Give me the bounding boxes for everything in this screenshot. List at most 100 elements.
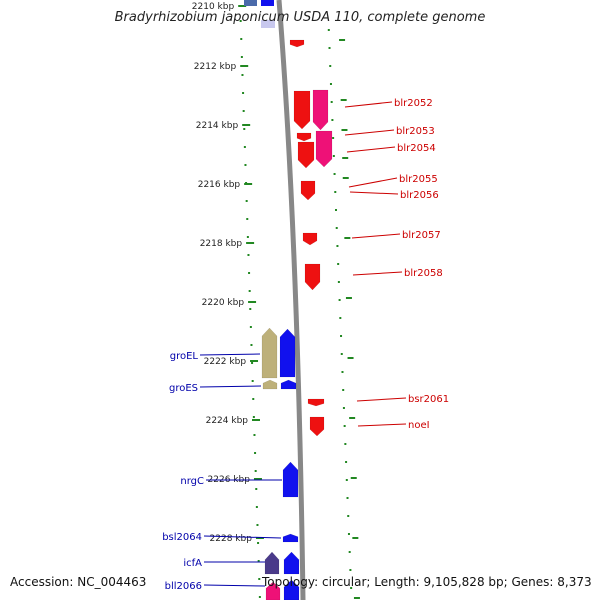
reverse-gene-label[interactable]: groES <box>169 383 198 394</box>
tick-label: 2224 kbp <box>206 416 249 426</box>
forward-gene-label[interactable]: noeI <box>408 420 430 431</box>
forward-gene-arrow[interactable] <box>293 90 311 130</box>
label-leader <box>348 177 398 188</box>
label-leader <box>344 101 393 108</box>
ruler-dot <box>350 587 353 589</box>
reverse-gene-arrow[interactable] <box>283 551 300 575</box>
ruler-dot <box>252 416 255 418</box>
ruler-dot <box>254 452 257 454</box>
reverse-gene-label[interactable]: groEL <box>170 351 199 362</box>
ruler-dot <box>345 461 348 463</box>
ruler-dot <box>348 551 351 553</box>
reverse-gene-label[interactable]: icfA <box>183 558 202 569</box>
ruler-dot <box>344 443 347 445</box>
forward-gene-arrow[interactable] <box>300 180 316 201</box>
ruler-dot <box>342 389 345 391</box>
forward-gene-label[interactable]: blr2057 <box>402 230 441 241</box>
forward-gene-label[interactable]: blr2055 <box>399 174 438 185</box>
tick-marks: 2210 kbp 2212 kbp 2214 kbp 2216 kbp 2218 kbp… <box>192 2 360 599</box>
ruler-dot <box>247 254 250 256</box>
reverse-gene-label[interactable]: bll2066 <box>165 581 202 592</box>
ruler-dot <box>342 407 345 409</box>
forward-gene-label[interactable]: blr2054 <box>397 143 436 154</box>
forward-gene-arrow[interactable] <box>297 141 315 169</box>
forward-gene-arrow[interactable] <box>309 416 325 437</box>
label-leader <box>199 385 262 388</box>
ruler-dot <box>347 515 350 517</box>
partial-gene <box>261 0 274 6</box>
ruler-dot <box>244 164 247 166</box>
ruler-dot <box>334 191 337 193</box>
forward-gene-arrow[interactable] <box>302 232 318 246</box>
tick-label: 2214 kbp <box>196 121 239 131</box>
reverse-gene-arrow[interactable] <box>264 551 280 575</box>
tick-label: 2212 kbp <box>194 62 237 72</box>
label-leader <box>352 271 403 276</box>
map-title: Bradyrhizobium japonicum USDA 110, compl… <box>114 10 486 25</box>
tick-label: 2222 kbp <box>204 357 247 367</box>
ruler-dot <box>329 65 332 67</box>
summary-text: Topology: circular; Length: 9,105,828 bp… <box>262 575 592 589</box>
accession-text: Accession: NC_004463 <box>10 575 147 589</box>
ruler-dot <box>246 218 249 220</box>
reverse-gene-arrow[interactable] <box>282 461 299 498</box>
label-leader <box>346 146 396 153</box>
ruler-dot <box>253 434 256 436</box>
ruler-dot <box>239 20 242 22</box>
forward-gene-arrow[interactable] <box>296 132 312 142</box>
ruler-dot <box>341 371 344 373</box>
forward-gene-label[interactable]: bsr2061 <box>408 394 449 405</box>
ruler-dot <box>337 281 340 283</box>
ruler-dot <box>251 362 254 364</box>
ruler-dot <box>242 110 245 112</box>
forward-gene-arrow[interactable] <box>312 89 329 131</box>
tick-label: 2220 kbp <box>202 298 245 308</box>
ruler-dot <box>243 128 246 130</box>
label-leader <box>344 129 395 136</box>
ruler-dot <box>256 524 259 526</box>
forward-gene-arrow[interactable] <box>289 39 305 48</box>
ruler-dot <box>241 74 244 76</box>
ruler-dot <box>330 101 333 103</box>
ruler-dot <box>243 146 246 148</box>
forward-gene-arrow[interactable] <box>307 398 325 407</box>
partial-gene <box>261 20 275 28</box>
ruler-dot <box>258 578 261 580</box>
ruler-dot <box>337 263 340 265</box>
ruler-dot <box>331 119 334 121</box>
reverse-gene-label[interactable]: bsl2064 <box>162 532 202 543</box>
forward-gene-arrow[interactable] <box>315 130 333 168</box>
forward-gene-label[interactable]: blr2052 <box>394 98 433 109</box>
tick-label: 2210 kbp <box>192 2 235 12</box>
reverse-gene-arrow[interactable] <box>261 327 278 379</box>
gene-features <box>244 0 333 601</box>
reverse-gene-arrow[interactable] <box>280 379 297 390</box>
ruler-dot <box>251 380 254 382</box>
ruler-dot <box>255 488 258 490</box>
ruler-dot <box>333 173 336 175</box>
reverse-gene-arrow[interactable] <box>279 328 296 378</box>
label-leader <box>356 397 407 402</box>
genome-backbone <box>276 0 306 601</box>
ruler-dot <box>328 47 331 49</box>
ruler-dot <box>246 236 249 238</box>
ruler-dot <box>346 497 349 499</box>
ruler-dot <box>255 506 258 508</box>
reverse-gene-arrow[interactable] <box>282 533 299 543</box>
forward-gene-label[interactable]: blr2056 <box>400 190 439 201</box>
ruler-dot <box>248 290 251 292</box>
label-leader <box>351 233 401 239</box>
ruler-dot <box>258 596 261 598</box>
ruler-dot <box>332 155 335 157</box>
ruler-dot <box>343 425 346 427</box>
forward-gene-arrow[interactable] <box>304 263 321 291</box>
ruler-dot <box>249 326 252 328</box>
reverse-gene-label[interactable]: nrgC <box>180 476 204 487</box>
forward-gene-label[interactable]: blr2058 <box>404 268 443 279</box>
ruler-dot <box>240 38 243 40</box>
reverse-gene-arrow[interactable] <box>262 379 278 390</box>
ruler-dot <box>257 560 260 562</box>
label-leader <box>203 535 282 539</box>
ruler-dot <box>335 209 337 211</box>
forward-gene-label[interactable]: blr2053 <box>396 126 435 137</box>
